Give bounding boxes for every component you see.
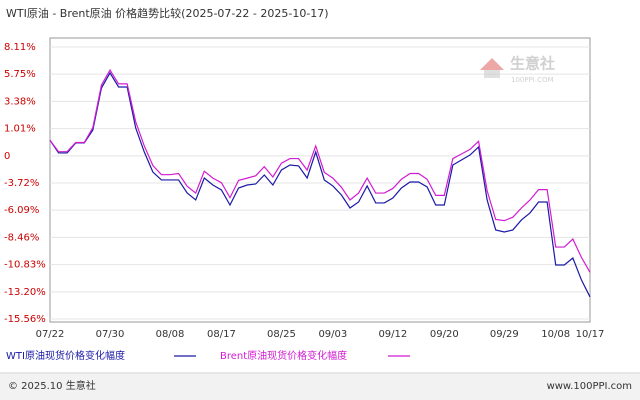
y-tick-label: 0 bbox=[4, 151, 10, 162]
x-tick-label: 09/12 bbox=[378, 329, 407, 340]
y-tick-label: -10.83% bbox=[4, 260, 46, 271]
y-tick-label: -8.46% bbox=[4, 232, 39, 243]
watermark-name: 生意社 bbox=[510, 55, 555, 73]
watermark-icon-base bbox=[484, 70, 500, 78]
y-tick-label: -6.09% bbox=[4, 205, 39, 216]
legend-label: Brent原油现货价格变化幅度 bbox=[220, 349, 347, 362]
x-tick-label: 08/17 bbox=[207, 329, 236, 340]
x-tick-label: 09/03 bbox=[318, 329, 347, 340]
data-line bbox=[49, 71, 591, 298]
watermark-icon bbox=[480, 58, 504, 70]
y-tick-label: 8.11% bbox=[4, 42, 36, 53]
x-tick-label: 08/08 bbox=[156, 329, 185, 340]
x-tick-label: 09/29 bbox=[490, 329, 519, 340]
chart-title: WTI原油 - Brent原油 价格趋势比较(2025-07-22 - 2025… bbox=[6, 6, 329, 20]
watermark: 生意社 100PPI.COM bbox=[480, 55, 555, 84]
y-tick-label: 3.38% bbox=[4, 96, 36, 107]
footer-website: www.100PPI.com bbox=[547, 381, 632, 392]
y-tick-label: -13.20% bbox=[4, 287, 46, 298]
x-tick-label: 08/25 bbox=[267, 329, 296, 340]
x-tick-label: 10/17 bbox=[576, 329, 605, 340]
footer-copyright: © 2025.10 生意社 bbox=[8, 379, 96, 392]
watermark-site: 100PPI.COM bbox=[511, 76, 554, 84]
x-tick-label: 09/20 bbox=[430, 329, 459, 340]
y-tick-label: 5.75% bbox=[4, 69, 36, 80]
legend-label: WTI原油现货价格变化幅度 bbox=[6, 349, 125, 362]
footer-band bbox=[0, 374, 640, 400]
plot-area bbox=[49, 37, 591, 323]
x-tick-label: 07/30 bbox=[96, 329, 125, 340]
y-tick-label: -3.72% bbox=[4, 178, 39, 189]
y-tick-label: 1.01% bbox=[4, 124, 36, 135]
y-tick-label: -15.56% bbox=[4, 314, 46, 325]
x-tick-label: 10/08 bbox=[541, 329, 570, 340]
x-tick-label: 07/22 bbox=[36, 329, 65, 340]
data-line bbox=[49, 68, 591, 273]
